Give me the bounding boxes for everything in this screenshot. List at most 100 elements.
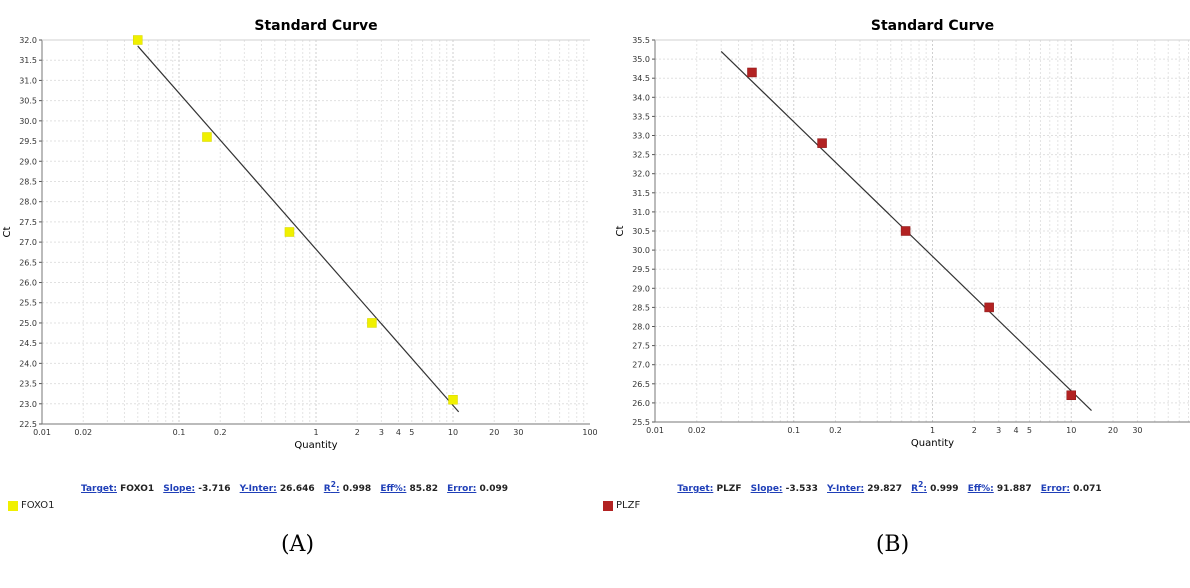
y-tick-label: 28.0 xyxy=(19,198,37,207)
data-point xyxy=(284,227,295,237)
x-tick-label: 0.02 xyxy=(74,428,92,437)
y-tick-label: 23.0 xyxy=(19,400,37,409)
y-tick-label: 30.5 xyxy=(632,227,650,236)
r2-link[interactable]: R2: xyxy=(323,480,340,494)
x-tick-label: 4 xyxy=(1013,426,1018,435)
x-tick-label: 5 xyxy=(409,428,414,437)
legend-swatch xyxy=(8,500,18,511)
y-tick-label: 27.5 xyxy=(19,218,37,227)
x-tick-label: 20 xyxy=(1108,426,1118,435)
r2-value: 0.998 xyxy=(342,484,372,494)
x-axis-label: Quantity xyxy=(911,438,954,449)
y-tick-label: 30.0 xyxy=(632,246,650,255)
eff-value: 85.82 xyxy=(409,484,438,494)
data-point xyxy=(133,35,143,45)
eff-link[interactable]: Eff%: xyxy=(380,484,407,494)
y-tick-label: 27.5 xyxy=(632,342,650,351)
x-tick-label: 10 xyxy=(448,428,458,437)
x-tick-label: 0.01 xyxy=(33,428,51,437)
y-tick-label: 31.0 xyxy=(632,208,650,217)
yinter-link[interactable]: Y-Inter: xyxy=(827,484,865,494)
x-tick-label: 0.2 xyxy=(829,426,842,435)
y-tick-label: 34.5 xyxy=(632,74,650,83)
x-tick-label: 0.1 xyxy=(787,426,800,435)
yinter-value: 29.827 xyxy=(867,484,903,494)
y-tick-label: 28.5 xyxy=(632,303,650,312)
standard-curve-chart-b: 25.526.026.527.027.528.028.529.029.530.0… xyxy=(615,18,1190,449)
standard-curve-chart-a: 22.5 23.0 23.5 24.0 24.5 25.0 25.5 26.0 26.5 27.0… xyxy=(2,18,598,451)
target-value: PLZF xyxy=(716,484,742,494)
error-link[interactable]: Error: xyxy=(1040,484,1071,494)
figure-caption-b: (B) xyxy=(875,532,910,557)
x-tick-label: 5 xyxy=(1027,426,1032,435)
stats-bar-a: Target: FOXO1 Slope: -3.716 Y-Inter: 26.… xyxy=(0,480,595,494)
x-tick-label: 10 xyxy=(1066,426,1076,435)
x-tick-label: 3 xyxy=(996,426,1001,435)
data-point xyxy=(202,132,212,142)
x-axis-label: Quantity xyxy=(294,440,337,451)
y-tick-label: 26.0 xyxy=(632,399,650,408)
x-tick-label: 3 xyxy=(379,428,384,437)
x-tick-label: 20 xyxy=(489,428,499,437)
slope-value: -3.533 xyxy=(785,484,818,494)
r2-label: R xyxy=(911,484,919,494)
y-tick-label: 24.5 xyxy=(19,339,37,348)
error-value: 0.099 xyxy=(479,484,508,494)
x-tick-label: 0.2 xyxy=(214,428,227,437)
legend-label: FOXO1 xyxy=(21,500,55,511)
r2-label: R xyxy=(323,484,331,494)
legend-label: PLZF xyxy=(616,500,641,511)
x-tick-label: 2 xyxy=(355,428,360,437)
y-tick-label: 29.0 xyxy=(19,157,37,166)
y-tick-label: 27.0 xyxy=(19,238,37,247)
r2-superscript: 2 xyxy=(330,480,336,489)
chart-panel-b: 25.5 26.0 26.5 27.0 27.5 28.0 28.5 29.0 29.5 30.0… xyxy=(595,0,1190,588)
y-axis-label: Ct xyxy=(615,225,626,236)
y-tick-label: 23.5 xyxy=(19,380,37,389)
y-tick-label: 28.5 xyxy=(19,177,37,186)
y-tick-label: 31.5 xyxy=(632,189,650,198)
error-link[interactable]: Error: xyxy=(447,484,477,494)
target-link[interactable]: Target: xyxy=(81,484,117,494)
y-tick-label: 35.5 xyxy=(632,36,650,45)
data-point xyxy=(448,394,458,405)
slope-link[interactable]: Slope: xyxy=(750,484,783,494)
y-tick-label: 29.0 xyxy=(632,284,650,293)
legend-a: FOXO1 xyxy=(8,500,54,511)
y-tick-label: 29.5 xyxy=(19,137,37,146)
y-tick-label: 26.0 xyxy=(19,279,37,288)
y-tick-label: 34.0 xyxy=(632,93,650,102)
y-tick-label: 30.0 xyxy=(19,117,37,126)
r2-link[interactable]: R2: xyxy=(911,480,927,494)
legend-swatch xyxy=(603,500,613,511)
y-tick-label: 27.0 xyxy=(632,361,650,370)
y-tick-label: 31.5 xyxy=(19,56,37,65)
r2-colon: : xyxy=(923,484,927,494)
stats-bar-b: Target: PLZF Slope: -3.533 Y-Inter: 29.8… xyxy=(595,480,1190,494)
target-link[interactable]: Target: xyxy=(677,484,714,494)
yinter-link[interactable]: Y-Inter: xyxy=(239,484,277,494)
y-tick-label: 29.5 xyxy=(632,265,650,274)
eff-link[interactable]: Eff%: xyxy=(967,484,994,494)
x-tick-label: 0.1 xyxy=(173,428,186,437)
data-point xyxy=(817,138,827,148)
figure-caption-a: (A) xyxy=(280,532,315,557)
x-tick-label: 2 xyxy=(972,426,977,435)
y-tick-label: 33.0 xyxy=(632,132,650,141)
data-point xyxy=(367,318,377,328)
y-tick-label: 26.5 xyxy=(632,380,650,389)
slope-link[interactable]: Slope: xyxy=(163,484,196,494)
y-tick-label: 31.0 xyxy=(19,76,37,85)
y-tick-label: 25.0 xyxy=(19,319,37,328)
y-tick-label: 32.5 xyxy=(632,151,650,160)
y-tick-label: 24.0 xyxy=(19,359,37,368)
r2-colon: : xyxy=(335,484,340,494)
x-tick-label: 0.01 xyxy=(646,426,664,435)
x-tick-label: 1 xyxy=(313,428,318,437)
r2-value: 0.999 xyxy=(930,484,959,494)
y-tick-label: 33.5 xyxy=(632,112,650,121)
fit-line xyxy=(137,45,460,413)
chart-title: Standard Curve xyxy=(871,18,994,34)
x-tick-label: 0.02 xyxy=(688,426,706,435)
error-value: 0.071 xyxy=(1073,484,1102,494)
